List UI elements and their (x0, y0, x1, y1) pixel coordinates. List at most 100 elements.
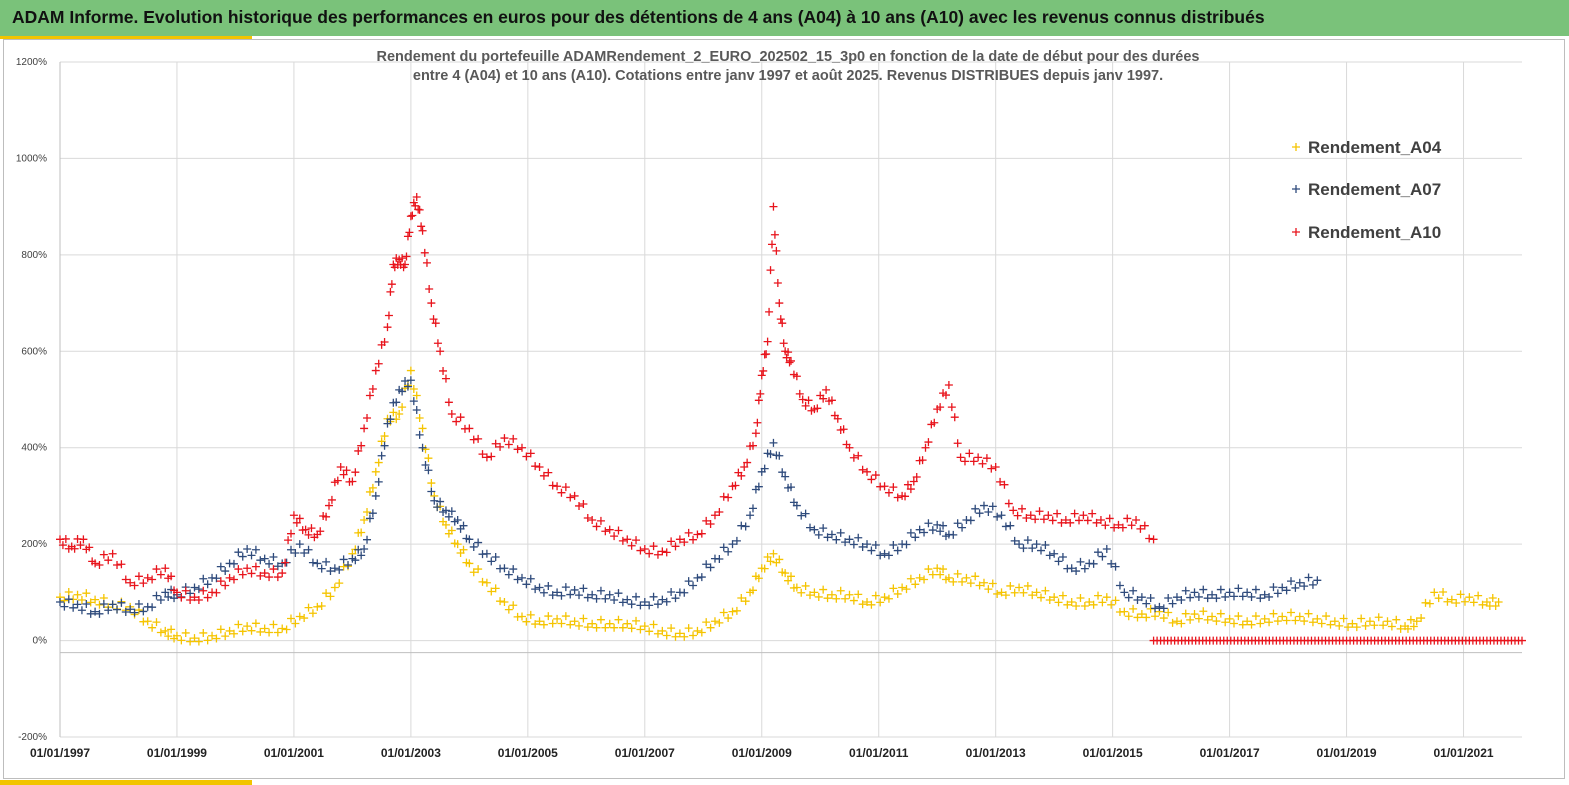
data-point (814, 530, 823, 539)
data-point (522, 617, 531, 626)
data-point (1137, 610, 1146, 619)
data-point (724, 547, 733, 556)
data-point (1107, 600, 1116, 609)
data-point (592, 623, 601, 632)
data-point (748, 504, 757, 513)
data-point (1070, 509, 1079, 518)
data-point (1247, 620, 1256, 629)
data-point (548, 591, 557, 600)
data-point (444, 512, 453, 521)
data-point (286, 614, 295, 623)
data-point (715, 618, 724, 627)
data-point (979, 578, 988, 587)
data-point (300, 614, 309, 623)
data-point (1151, 604, 1160, 613)
data-point (561, 612, 570, 621)
data-point (1094, 548, 1103, 557)
data-point (509, 601, 518, 610)
data-point (1456, 590, 1465, 599)
data-point (731, 481, 740, 490)
data-point (741, 522, 750, 531)
data-point (996, 477, 1005, 486)
data-point (357, 551, 366, 560)
y-tick-label: 200% (21, 539, 47, 550)
data-point (190, 583, 199, 592)
data-point (474, 538, 483, 547)
data-point (194, 637, 203, 646)
data-point (1421, 598, 1430, 607)
data-point (1365, 617, 1374, 626)
data-point (190, 593, 199, 602)
data-point (500, 564, 509, 573)
data-point (767, 240, 776, 249)
data-point (56, 598, 64, 606)
data-point (702, 560, 711, 569)
data-point (884, 551, 893, 560)
data-point (1370, 621, 1379, 630)
data-point (754, 396, 763, 405)
data-point (1098, 552, 1107, 561)
data-point (357, 528, 366, 537)
data-point (871, 591, 880, 600)
series-rendement_a10 (56, 193, 1158, 604)
data-point (832, 594, 841, 603)
data-point (684, 577, 693, 586)
data-point (64, 587, 73, 596)
data-point (383, 419, 392, 428)
data-point (715, 507, 724, 516)
data-point (152, 591, 161, 600)
data-point (412, 193, 421, 201)
data-point (500, 434, 509, 443)
data-point (300, 548, 309, 557)
data-point (441, 374, 450, 383)
data-point (398, 403, 407, 412)
data-point (858, 542, 867, 551)
data-point (1159, 604, 1168, 613)
data-point (1229, 592, 1238, 601)
data-point (784, 576, 793, 585)
data-point (876, 551, 885, 560)
data-point (1140, 521, 1149, 530)
data-point (950, 413, 959, 422)
data-point (273, 562, 282, 571)
data-point (539, 588, 548, 597)
data-point (58, 541, 67, 550)
data-point (810, 525, 819, 534)
data-point (186, 637, 195, 646)
data-point (161, 564, 170, 573)
data-point (871, 471, 880, 480)
data-point (339, 555, 348, 564)
data-point (286, 529, 295, 538)
data-point (1344, 623, 1353, 632)
data-point (1326, 620, 1335, 629)
x-tick-label: 01/01/2011 (849, 746, 909, 760)
data-point (689, 581, 698, 590)
data-point (605, 590, 614, 599)
data-point (605, 619, 614, 628)
data-point (386, 415, 395, 424)
chart-title-line-2: entre 4 (A04) et 10 ans (A10). Cotations… (413, 68, 1163, 84)
y-tick-label: 600% (21, 346, 47, 357)
data-point (1048, 516, 1057, 525)
data-point (1287, 577, 1295, 586)
data-point (203, 593, 212, 602)
data-point (167, 625, 176, 634)
data-point (1439, 587, 1448, 596)
data-point (1260, 614, 1269, 623)
data-point (1142, 613, 1151, 622)
data-point (1001, 591, 1010, 600)
data-point (117, 598, 126, 607)
data-point (1146, 594, 1155, 602)
data-point (134, 600, 143, 609)
data-point (636, 625, 645, 634)
data-point (322, 557, 331, 566)
data-point (148, 623, 157, 632)
data-point (1313, 576, 1322, 585)
data-point (363, 413, 372, 422)
data-point (322, 512, 331, 521)
data-point (1330, 617, 1339, 626)
data-point (1015, 583, 1024, 592)
data-point (225, 573, 234, 582)
data-point (333, 476, 342, 485)
